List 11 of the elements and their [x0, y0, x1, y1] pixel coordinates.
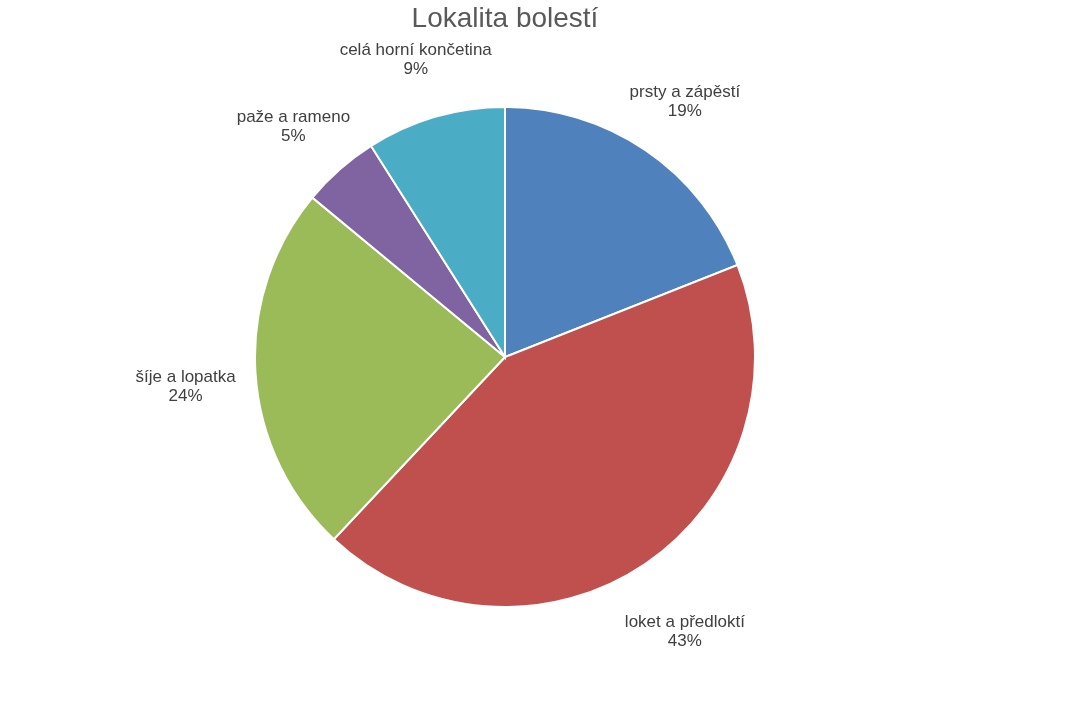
data-label: 19% [667, 101, 702, 121]
slice-label: loket a předloktí [624, 611, 746, 631]
chart-title: Lokalita bolestí [411, 2, 599, 33]
slice-label: prsty a zápěstí [629, 82, 741, 102]
slice-label: paže a rameno [236, 106, 351, 126]
data-label: 43% [667, 630, 702, 650]
data-label: 24% [168, 386, 203, 406]
slice-label: šíje a lopatka [135, 367, 237, 387]
data-label: 9% [403, 58, 429, 78]
data-label: 5% [281, 125, 306, 145]
slice-label: celá horní končetina [339, 39, 493, 59]
